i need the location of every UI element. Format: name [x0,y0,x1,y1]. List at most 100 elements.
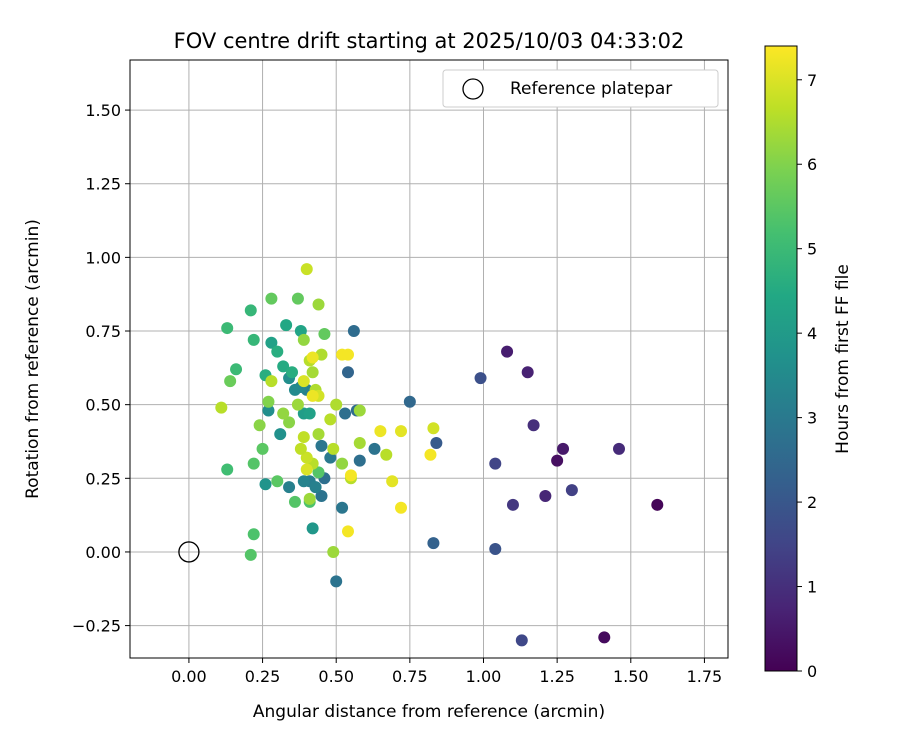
legend-box [442,69,719,108]
chart-title: FOV centre drift starting at 2025/10/03 … [174,29,685,53]
data-point [651,498,664,511]
data-point [341,525,354,538]
data-point [527,419,540,432]
x-tick-label: 0.75 [392,667,428,686]
data-point [286,366,299,379]
data-point [271,475,284,488]
data-point [271,345,284,358]
x-tick-label: 1.75 [687,667,723,686]
colorbar: 0 1 2 3 4 5 6 7 Hours from first FF file [764,45,853,681]
data-point [306,366,319,379]
y-tick-label: 0.50 [85,396,121,415]
data-point [380,448,393,461]
data-point [306,389,319,402]
data-point [244,304,257,317]
data-point [312,298,325,311]
data-point [247,528,260,541]
colorbar-tick-label: 6 [807,155,817,174]
data-point [312,466,325,479]
data-point [521,366,534,379]
colorbar-tick-label: 0 [807,662,817,681]
data-point [374,425,387,438]
data-point [427,537,440,550]
colorbar-tick-label: 3 [807,409,817,428]
data-point [489,457,502,470]
data-point [303,407,316,420]
data-point [430,436,443,449]
data-point [274,428,287,441]
data-point [265,336,278,349]
data-point [283,416,296,429]
data-point [318,327,331,340]
y-axis-label: Rotation from reference (arcmin) [23,219,43,499]
x-tick-label: 0.00 [171,667,207,686]
data-point [341,366,354,379]
y-tick-label: 1.00 [85,248,121,267]
data-point [221,463,234,476]
data-point [265,292,278,305]
x-axis-label: Angular distance from reference (arcmin) [253,702,605,722]
data-point [306,351,319,364]
data-point [515,634,528,647]
x-axis: 0.00 0.25 0.50 0.75 1.00 1.25 1.50 1.75 [171,658,722,686]
data-point [256,442,269,455]
y-tick-label: −0.25 [72,617,121,636]
data-point [324,413,337,426]
data-point [288,383,301,396]
data-point [330,575,343,588]
data-point [368,442,381,455]
data-point [247,333,260,346]
legend-label: Reference platepar [510,79,672,99]
data-point [315,489,328,502]
data-point [424,448,437,461]
data-point [265,375,278,388]
data-point [395,425,408,438]
data-point [539,489,552,502]
y-tick-label: 1.50 [85,101,121,120]
data-point [244,548,257,561]
y-tick-label: 1.25 [85,175,121,194]
y-tick-label: 0.00 [85,543,121,562]
data-point [353,404,366,417]
data-point [315,439,328,452]
data-point [565,484,578,497]
data-point [353,436,366,449]
data-point [230,363,243,376]
colorbar-ticks: 0 1 2 3 4 5 6 7 [797,71,817,681]
x-tick-label: 1.25 [539,667,575,686]
colorbar-label: Hours from first FF file [833,264,853,454]
data-point [341,348,354,361]
data-point [353,454,366,467]
data-point [306,522,319,535]
data-point [297,375,310,388]
legend: Reference platepar [442,69,719,108]
data-point [557,442,570,455]
colorbar-tick-label: 5 [807,240,817,259]
y-axis: −0.25 0.00 0.25 0.50 0.75 1.00 1.25 1.50 [72,101,130,636]
data-point [336,501,349,514]
plot-frame [129,59,729,659]
data-point [262,395,275,408]
data-point [283,481,296,494]
data-point [312,428,325,441]
data-point [339,407,352,420]
x-tick-label: 0.50 [318,667,354,686]
data-point [309,481,322,494]
data-point [336,457,349,470]
data-point [395,501,408,514]
plot-area [130,60,728,658]
data-point [291,292,304,305]
data-point [277,407,290,420]
data-point [344,469,357,482]
data-point [291,398,304,411]
colorbar-tick-label: 2 [807,493,817,512]
data-point [215,401,228,414]
data-point [297,431,310,444]
data-point [551,454,564,467]
reference-platepar-marker [178,541,200,563]
data-point [300,463,313,476]
data-point [280,319,293,332]
data-point [330,398,343,411]
data-point [300,263,313,276]
